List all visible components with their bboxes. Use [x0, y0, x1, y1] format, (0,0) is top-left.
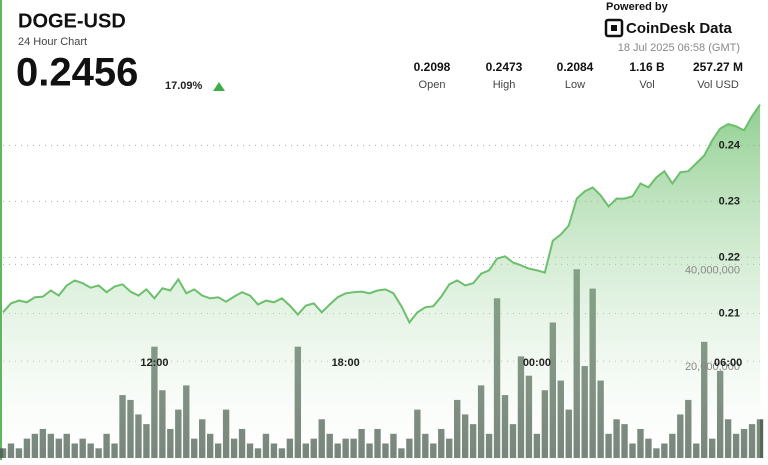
x-tick-label: 18:00: [332, 357, 360, 369]
powered-by: Powered by: [606, 1, 669, 13]
y2-tick-label: 40,000,000: [685, 264, 740, 276]
y-tick-label: 0.22: [719, 251, 740, 263]
accent-border: [0, 0, 2, 460]
chart: 0.21 0.22 0.23 0.24 20,000,000 40,000,000 12:0…: [0, 103, 764, 459]
stat-label: Low: [565, 79, 585, 91]
stat-value: 257.27 M: [693, 60, 743, 74]
y-tick-label: 0.24: [719, 139, 741, 151]
up-arrow: [213, 82, 225, 91]
change: 17.09%: [165, 80, 203, 92]
x-tick-label: 06:00: [714, 357, 742, 369]
stat-label: Vol USD: [697, 79, 739, 91]
stat-value: 0.2084: [557, 60, 594, 74]
y-tick-label: 0.23: [719, 195, 740, 207]
price-line: [2, 103, 761, 325]
y-tick-label: 0.21: [719, 307, 740, 319]
stat-label: High: [493, 79, 516, 91]
stat-value: 0.2473: [486, 60, 523, 74]
price: 0.2456: [16, 51, 138, 95]
stat-label: Vol: [639, 79, 654, 91]
stat-value: 1.16 B: [629, 60, 665, 74]
stat-value: 0.2098: [414, 60, 451, 74]
x-tick-label: 12:00: [140, 357, 168, 369]
subtitle: 24 Hour Chart: [18, 36, 87, 48]
title: DOGE-USD: [18, 10, 126, 32]
brand: CoinDesk Data: [626, 20, 733, 37]
timestamp: 18 Jul 2025 06:58 (GMT): [618, 42, 740, 54]
stat-label: Open: [419, 79, 446, 91]
price-area: [3, 104, 760, 459]
brand-logo: [604, 18, 624, 38]
x-tick-label: 00:00: [523, 357, 551, 369]
stats: 0.2098 Open 0.2473 High 0.2084 Low 1.16 B Vol 25…: [414, 60, 743, 91]
y2-tick-label: 20,000,000: [685, 361, 740, 373]
